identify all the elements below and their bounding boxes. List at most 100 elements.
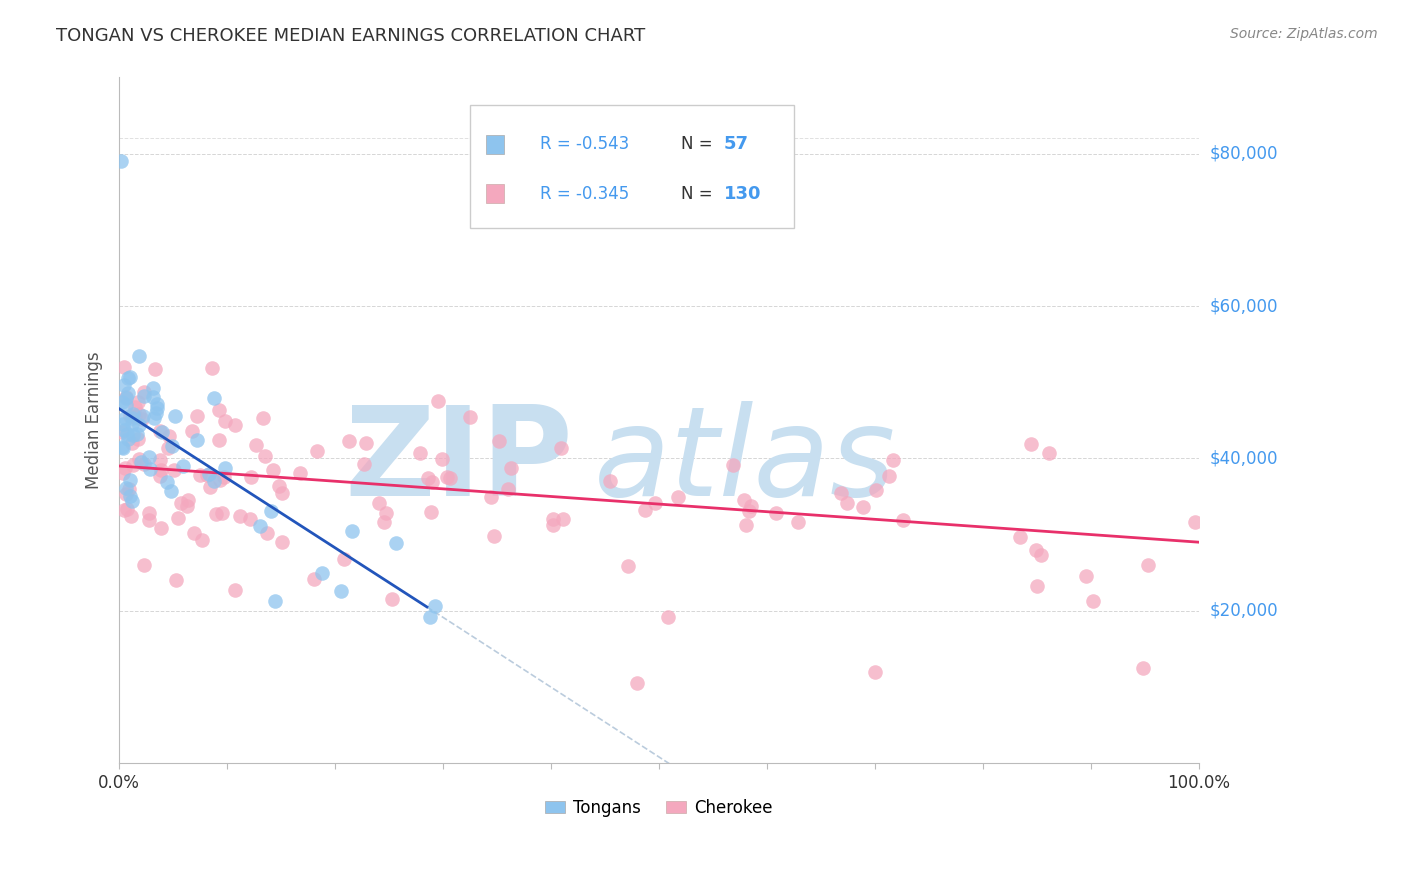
Text: atlas: atlas	[595, 401, 897, 522]
Point	[176, 499, 198, 513]
Point	[329, 584, 352, 599]
Point	[121, 436, 143, 450]
Point	[214, 414, 236, 428]
Point	[117, 432, 139, 446]
Point	[765, 506, 787, 520]
Point	[129, 455, 152, 469]
Point	[657, 609, 679, 624]
Point	[120, 473, 142, 487]
Point	[1132, 661, 1154, 675]
Point	[149, 462, 172, 476]
Bar	[486, 135, 505, 154]
Point	[644, 496, 666, 510]
Point	[353, 458, 375, 472]
Point	[118, 482, 141, 496]
Point	[458, 410, 481, 425]
FancyBboxPatch shape	[470, 105, 794, 228]
Point	[1137, 558, 1160, 572]
Point	[260, 504, 283, 518]
Point	[124, 401, 146, 415]
Point	[307, 444, 329, 458]
Point	[254, 449, 277, 463]
Point	[177, 492, 200, 507]
Point	[423, 599, 446, 614]
Point	[1025, 542, 1047, 557]
Point	[122, 408, 145, 422]
Point	[239, 512, 262, 526]
Point	[132, 389, 155, 403]
Point	[229, 509, 252, 524]
Point	[208, 434, 231, 448]
Point	[668, 490, 690, 504]
Point	[132, 409, 155, 423]
Point	[271, 535, 294, 549]
Point	[738, 504, 761, 518]
Point	[333, 552, 356, 566]
Point	[157, 429, 180, 443]
Point	[787, 516, 810, 530]
Point	[262, 463, 284, 477]
Point	[1081, 593, 1104, 607]
Point	[172, 459, 194, 474]
Point	[202, 391, 225, 405]
Point	[271, 486, 294, 500]
Point	[891, 513, 914, 527]
Point	[146, 401, 169, 415]
Point	[1026, 579, 1049, 593]
Text: $20,000: $20,000	[1211, 602, 1278, 620]
Point	[1031, 548, 1053, 562]
Point	[1038, 446, 1060, 460]
Point	[245, 438, 267, 452]
Point	[112, 378, 135, 392]
Point	[479, 491, 502, 505]
Point	[422, 475, 444, 489]
Point	[112, 359, 135, 374]
Point	[436, 469, 458, 483]
Legend: Tongans, Cherokee: Tongans, Cherokee	[538, 792, 780, 823]
Point	[432, 452, 454, 467]
Text: $80,000: $80,000	[1211, 145, 1278, 162]
Point	[496, 482, 519, 496]
Point	[149, 469, 172, 483]
Bar	[486, 184, 505, 203]
Point	[543, 512, 565, 526]
Point	[121, 410, 143, 425]
Point	[128, 418, 150, 433]
Point	[160, 484, 183, 499]
Point	[209, 473, 232, 487]
Point	[616, 559, 638, 574]
Point	[721, 458, 744, 472]
Point	[118, 489, 141, 503]
Point	[188, 468, 211, 483]
Text: ZIP: ZIP	[344, 401, 572, 522]
Point	[121, 458, 143, 473]
Point	[127, 427, 149, 442]
Point	[114, 461, 136, 475]
Point	[439, 471, 461, 485]
Point	[599, 474, 621, 488]
Point	[142, 390, 165, 404]
Text: R = -0.543: R = -0.543	[540, 136, 630, 153]
Point	[381, 592, 404, 607]
Point	[634, 502, 657, 516]
Point	[134, 384, 156, 399]
Text: 130: 130	[724, 185, 761, 202]
Point	[138, 506, 160, 520]
Point	[419, 610, 441, 624]
Point	[735, 517, 758, 532]
Point	[186, 433, 208, 447]
Point	[148, 424, 170, 438]
Point	[127, 394, 149, 409]
Point	[156, 441, 179, 455]
Point	[131, 412, 153, 426]
Point	[385, 536, 408, 550]
Point	[551, 511, 574, 525]
Point	[124, 410, 146, 425]
Point	[114, 487, 136, 501]
Point	[127, 432, 149, 446]
Point	[120, 409, 142, 424]
Point	[121, 428, 143, 442]
Point	[145, 406, 167, 420]
Point	[356, 436, 378, 450]
Point	[186, 409, 208, 423]
